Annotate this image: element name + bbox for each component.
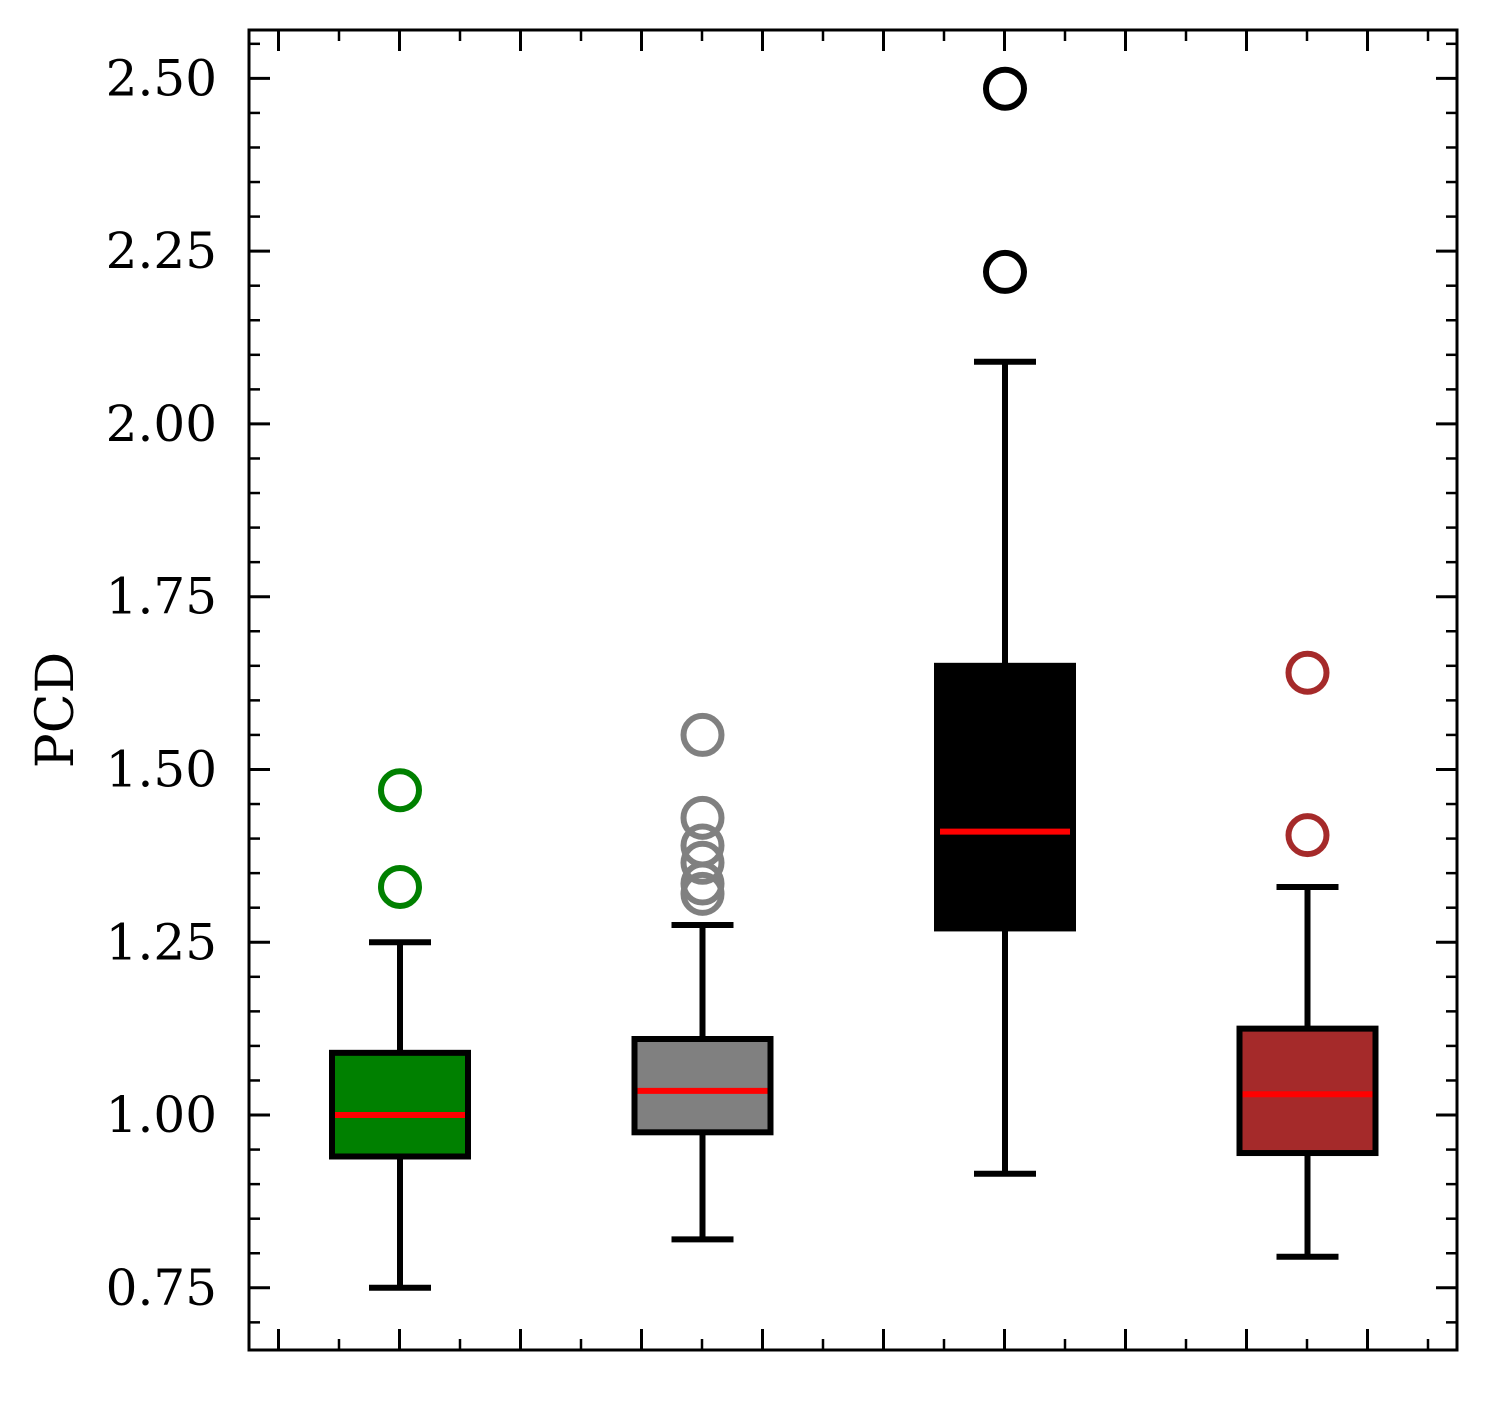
y-tick-label: 0.75 [106, 1259, 217, 1317]
outlier-point [680, 795, 725, 840]
y-tick-label: 2.50 [106, 49, 217, 107]
outlier-point [378, 864, 422, 909]
y-tick-label: 2.25 [106, 222, 217, 280]
box-group [1236, 650, 1379, 1260]
axis-tick-labels: 0.75 1.00 1.25 1.50 1.75 2.00 2.25 2.50 [106, 49, 217, 1316]
box-iqr [1236, 1025, 1379, 1157]
box-iqr [631, 1036, 774, 1136]
outlier-point [1285, 813, 1330, 858]
outlier-point [1285, 650, 1330, 695]
y-tick-label: 1.50 [106, 740, 217, 798]
axis-ticks [249, 30, 1457, 1350]
outlier-point [983, 249, 1027, 294]
y-tick-label: 1.00 [106, 1086, 217, 1144]
box-group [329, 768, 471, 1291]
outlier-point [680, 712, 725, 757]
box-series [329, 66, 1379, 1291]
box-group [934, 66, 1076, 1177]
outlier-point [378, 768, 422, 813]
outlier-point [680, 823, 725, 868]
outlier-point [680, 840, 725, 885]
y-tick-label: 2.00 [106, 395, 217, 453]
outlier-point [983, 66, 1027, 111]
box-iqr [329, 1049, 471, 1160]
box-group [631, 712, 774, 1243]
plot-frame [247, 28, 1459, 1352]
y-tick-label: 1.25 [106, 913, 217, 971]
y-axis-label: PCD [26, 652, 86, 768]
y-tick-label: 1.75 [106, 568, 217, 626]
box-iqr [934, 662, 1076, 932]
